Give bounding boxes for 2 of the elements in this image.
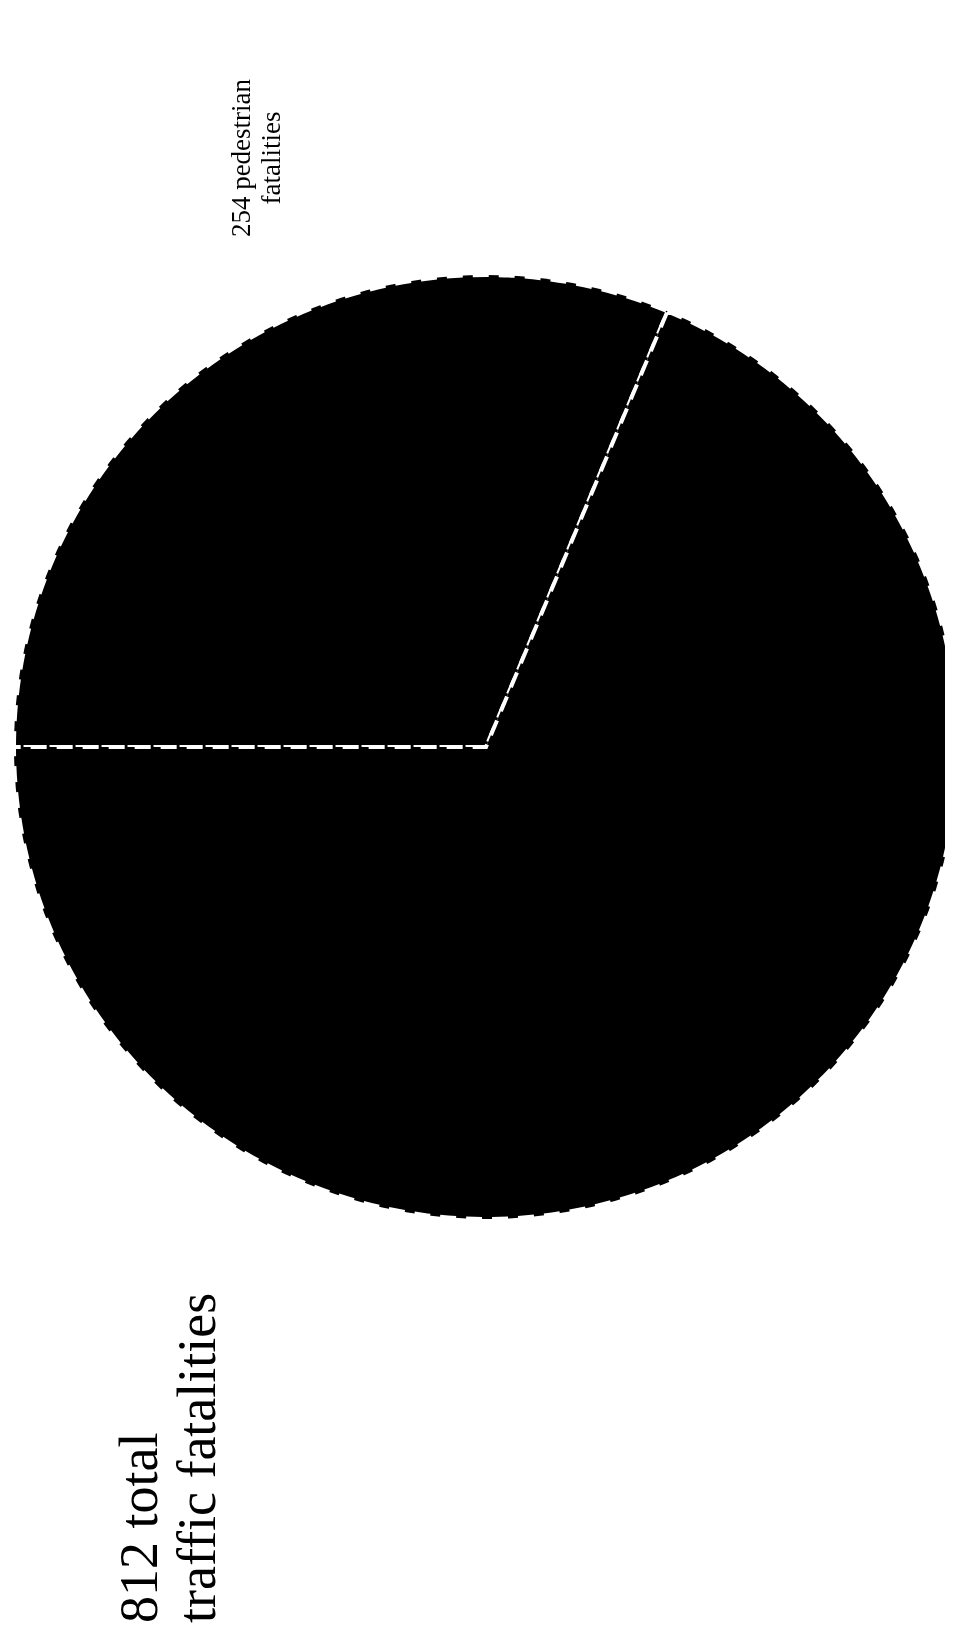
text: 812 total traffic fatalities <box>109 1291 227 1623</box>
slice-label: 254 pedestrian fatalities <box>226 77 286 240</box>
